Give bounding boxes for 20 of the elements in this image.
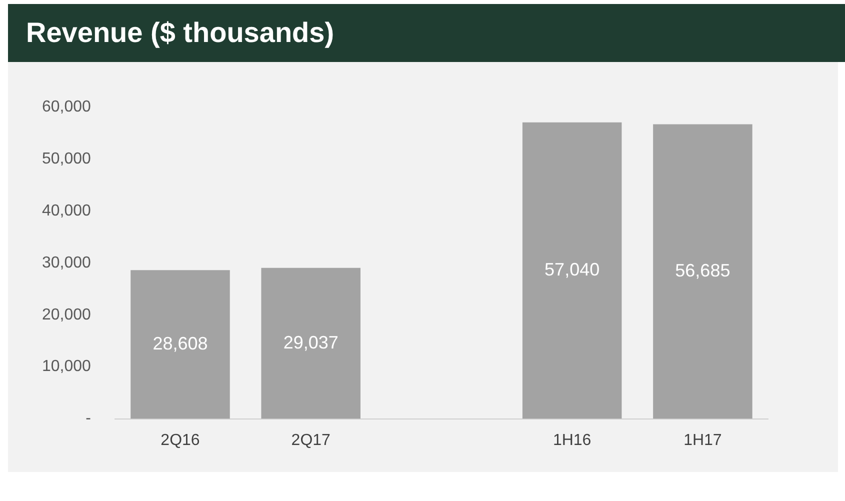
- y-tick-label: -: [86, 410, 91, 428]
- data-label: 56,685: [675, 260, 730, 280]
- y-tick-label: 50,000: [42, 150, 92, 168]
- y-tick-label: 30,000: [42, 254, 92, 272]
- bar: [653, 124, 752, 419]
- x-tick-label: 1H17: [684, 432, 722, 449]
- chart-title: Revenue ($ thousands): [8, 4, 845, 62]
- x-tick-label: 2Q17: [291, 432, 331, 449]
- bar: [130, 270, 230, 419]
- y-tick-label: 60,000: [42, 98, 92, 116]
- bar: [522, 122, 622, 419]
- x-tick-label: 1H16: [552, 432, 592, 449]
- y-tick-label: 20,000: [42, 306, 92, 324]
- y-tick-label: 10,000: [42, 358, 92, 376]
- data-label: 29,037: [283, 332, 338, 352]
- data-label: 28,608: [152, 333, 208, 354]
- data-label: 57,040: [544, 260, 600, 280]
- x-tick-label: 2Q16: [160, 432, 200, 449]
- y-tick-label: 40,000: [42, 202, 92, 220]
- bar: [261, 268, 360, 419]
